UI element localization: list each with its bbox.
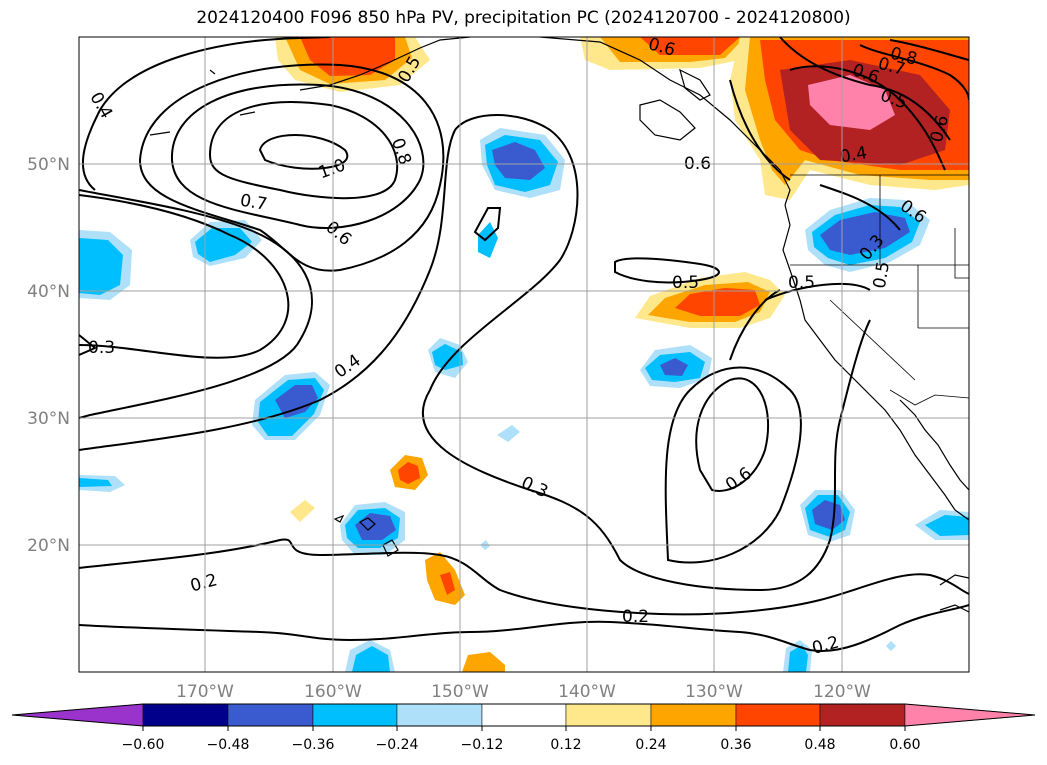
colorbar-segment (312, 703, 398, 727)
lat-tick-label: 30°N (27, 409, 70, 429)
colorbar-segment (481, 703, 567, 727)
lon-tick-label: 130°W (685, 682, 743, 702)
colorbar-tick-label: 0.36 (720, 737, 751, 753)
lat-tick-label: 50°N (27, 155, 70, 175)
colorbar-segment (227, 703, 314, 727)
map-frame (78, 36, 970, 673)
colorbar-tick-label: 0.24 (635, 737, 666, 753)
colorbar-tick-label: −0.36 (292, 737, 335, 753)
lon-tick-label: 140°W (558, 682, 616, 702)
contour-label: 0.7 (238, 191, 268, 215)
gridlines (79, 37, 969, 672)
contour-label: 0.6 (646, 34, 677, 60)
map-panel: 0.4 1.0 0.8 0.7 0.6 0.3 0.4 0.3 0.2 0.2 … (79, 34, 969, 672)
contour-label: 0.4 (838, 143, 868, 167)
lat-tick-labels: 50°N 40°N 30°N 20°N (27, 155, 70, 556)
lon-tick-label: 120°W (813, 682, 871, 702)
coastlines (149, 37, 969, 613)
colorbar-extend-max (904, 703, 1036, 727)
colorbar-tick-labels: −0.60 −0.48 −0.36 −0.24 −0.12 0.12 0.24 … (122, 737, 921, 753)
contour-label: 0.5 (672, 273, 699, 293)
positive-precip-fill (275, 37, 969, 672)
colorbar-extend-min (11, 703, 144, 727)
contour-label: 0.3 (88, 338, 115, 358)
contour-label: 0.5 (788, 273, 815, 293)
colorbar: −0.60 −0.48 −0.36 −0.24 −0.12 0.12 0.24 … (11, 703, 1036, 753)
colorbar-tick-label: 0.12 (550, 737, 581, 753)
colorbar-tick-label: −0.24 (376, 737, 419, 753)
colorbar-tick-label: 0.48 (804, 737, 835, 753)
colorbar-segment (396, 703, 483, 727)
lon-tick-label: 160°W (304, 682, 362, 702)
colorbar-segment (650, 703, 737, 727)
colorbar-tick-label: 0.60 (889, 737, 920, 753)
contour-label: 0.5 (870, 260, 894, 290)
lon-tick-label: 170°W (176, 682, 234, 702)
lat-tick-label: 40°N (27, 282, 70, 302)
colorbar-tick-label: −0.48 (207, 737, 250, 753)
lat-tick-label: 20°N (27, 536, 70, 556)
pv-contour-lines (79, 37, 969, 652)
contour-label: 0.2 (622, 607, 649, 627)
colorbar-tick-label: −0.60 (122, 737, 165, 753)
colorbar-segment (735, 703, 821, 727)
colorbar-segment (565, 703, 652, 727)
colorbar-segment (142, 703, 229, 727)
colorbar-segment (819, 703, 906, 727)
lon-tick-label: 150°W (431, 682, 489, 702)
lon-tick-labels: 170°W 160°W 150°W 140°W 130°W 120°W (176, 682, 871, 702)
political-borders (790, 174, 969, 406)
map-title: 2024120400 F096 850 hPa PV, precipitatio… (196, 8, 851, 28)
colorbar-tick-label: −0.12 (461, 737, 504, 753)
